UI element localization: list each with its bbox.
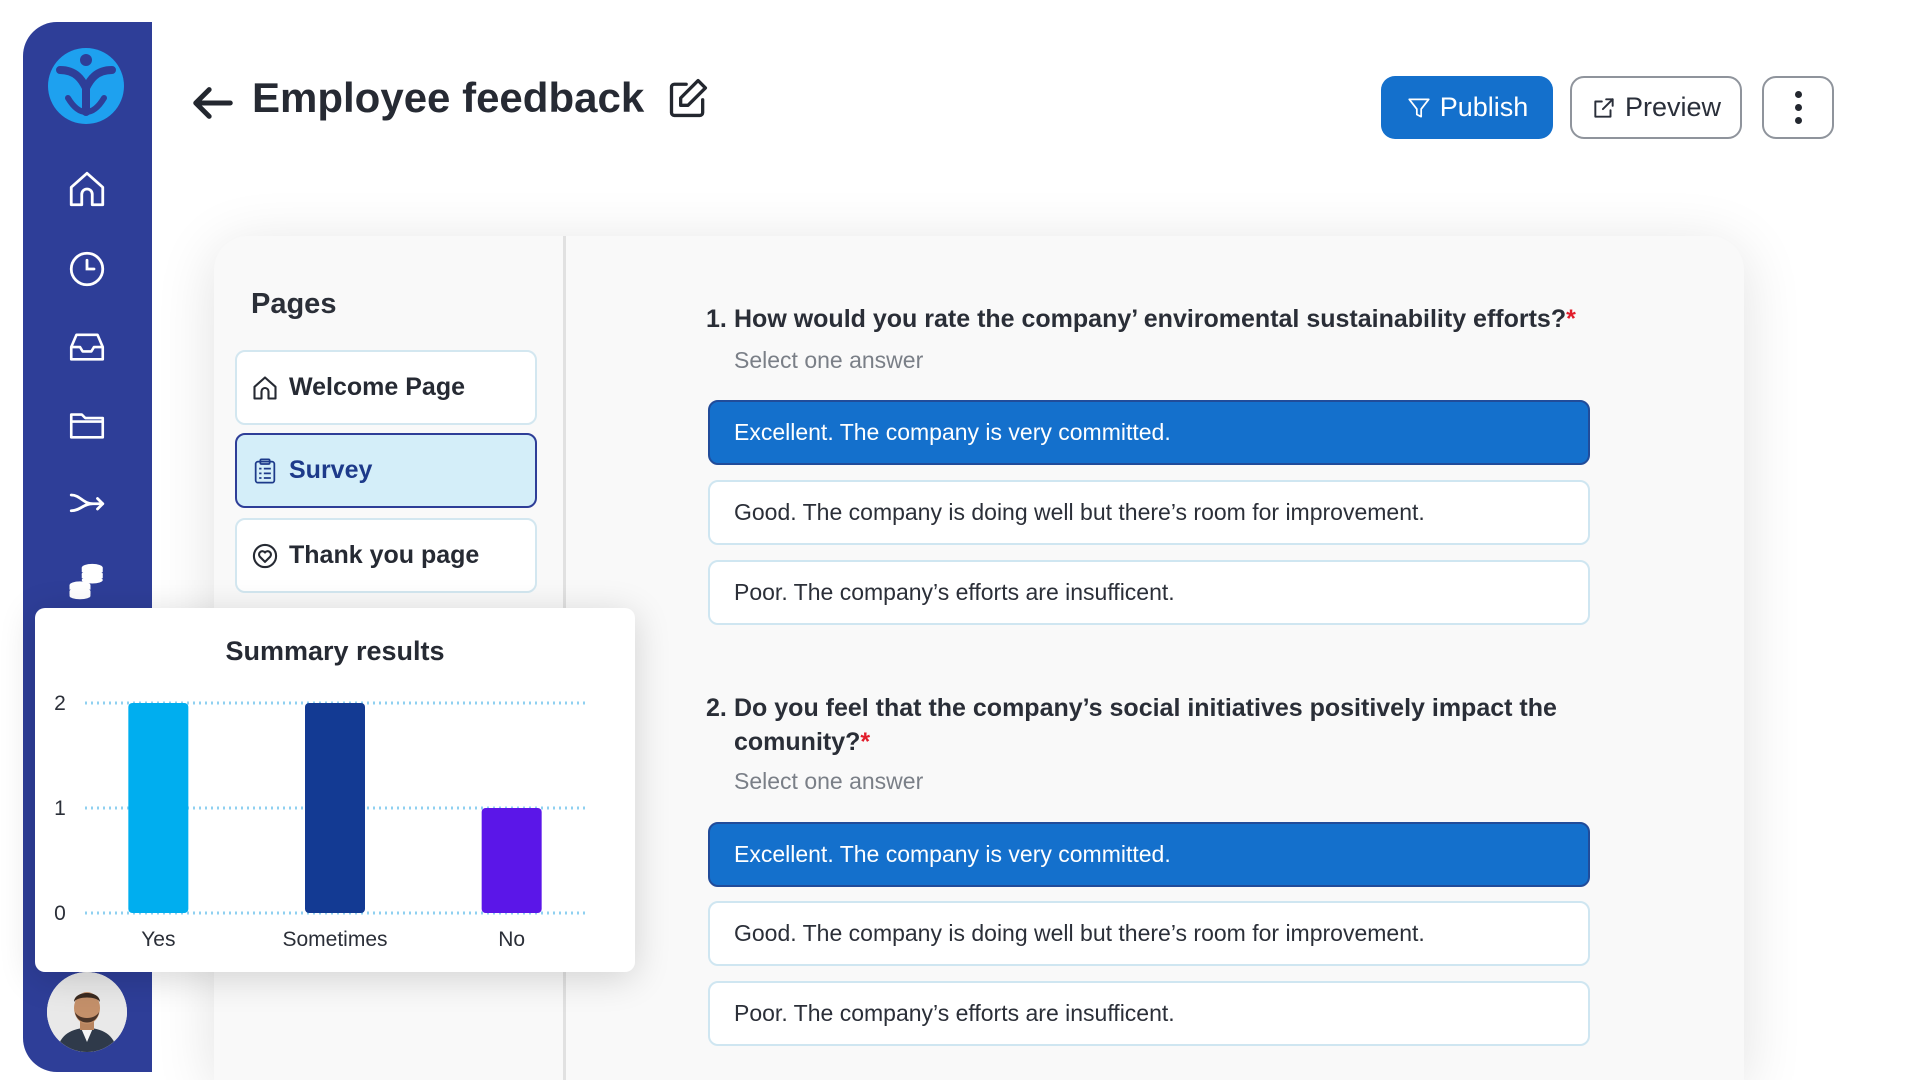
summary-results-card: Summary results 0 1 2 Yes Sometimes No [35,608,635,972]
nav-coins-icon[interactable] [62,555,112,605]
question-text: How would you rate the company’ envirome… [734,305,1567,333]
publish-button[interactable]: Publish [1381,76,1553,139]
edit-title-icon[interactable] [666,76,710,120]
user-avatar[interactable] [47,972,127,1052]
question-1-title: 1. How would you rate the company’ envir… [706,302,1606,336]
question-1-option-good[interactable]: Good. The company is doing well but ther… [708,480,1590,545]
question-2-hint: Select one answer [734,768,924,794]
nav-flow-arrow-icon[interactable] [62,477,112,527]
clipboard-icon [254,457,276,484]
question-1-option-excellent[interactable]: Excellent. The company is very committed… [708,400,1590,465]
page-item-welcome[interactable]: Welcome Page [235,350,537,425]
summary-bar-chart: 0 1 2 Yes Sometimes No [54,692,585,951]
nav-inbox-icon[interactable] [62,322,112,372]
home-icon [253,375,277,400]
chart-title: Summary results [225,636,445,666]
nav-folder-icon[interactable] [62,400,112,450]
page-item-thank-you[interactable]: Thank you page [235,518,537,593]
question-2-option-good[interactable]: Good. The company is doing well but ther… [708,901,1590,966]
option-label: Excellent. The company is very committed… [734,419,1171,445]
option-label: Good. The company is doing well but ther… [734,499,1425,525]
option-label: Excellent. The company is very committed… [734,841,1171,867]
app-logo-icon[interactable] [46,46,126,126]
question-2-option-excellent[interactable]: Excellent. The company is very committed… [708,822,1590,887]
publish-button-label: Publish [1439,92,1529,122]
y-tick-label: 2 [54,692,66,715]
required-mark: * [860,728,871,756]
question-number: 1. [706,305,727,333]
question-2-title: 2. Do you feel that the company’s social… [706,691,1606,759]
question-1-option-poor[interactable]: Poor. The company’s efforts are insuffic… [708,560,1590,625]
back-arrow-icon[interactable] [190,80,236,126]
question-1-hint: Select one answer [734,347,924,373]
x-tick-label: Sometimes [282,928,387,951]
external-link-icon [1594,97,1614,118]
nav-home-icon[interactable] [62,164,112,214]
question-text: Do you feel that the company’s social in… [734,694,1557,756]
filter-funnel-icon [1408,97,1430,118]
heart-circle-icon [252,543,278,568]
x-tick-label: No [498,928,525,951]
x-tick-label: Yes [141,928,175,951]
option-label: Poor. The company’s efforts are insuffic… [734,1000,1175,1026]
option-label: Good. The company is doing well but ther… [734,920,1425,946]
page-title: Employee feedback [252,74,645,121]
y-tick-label: 0 [54,902,66,925]
bar-sometimes[interactable] [305,703,365,913]
question-number: 2. [706,694,727,722]
preview-button[interactable]: Preview [1570,76,1742,139]
pages-heading: Pages [251,288,337,320]
page-item-survey[interactable]: Survey [235,433,537,508]
page-item-label: Survey [289,456,373,484]
more-options-button[interactable] [1762,76,1834,139]
more-vertical-icon [1794,91,1802,98]
page-item-label: Welcome Page [289,373,466,401]
option-label: Poor. The company’s efforts are insuffic… [734,579,1175,605]
preview-button-label: Preview [1624,92,1722,122]
bar-yes[interactable] [128,703,189,913]
page-item-label: Thank you page [289,541,480,569]
y-tick-label: 1 [54,797,66,820]
bar-no[interactable] [481,808,542,913]
question-2-option-poor[interactable]: Poor. The company’s efforts are insuffic… [708,981,1590,1046]
nav-clock-icon[interactable] [62,244,112,294]
required-mark: * [1566,305,1576,333]
